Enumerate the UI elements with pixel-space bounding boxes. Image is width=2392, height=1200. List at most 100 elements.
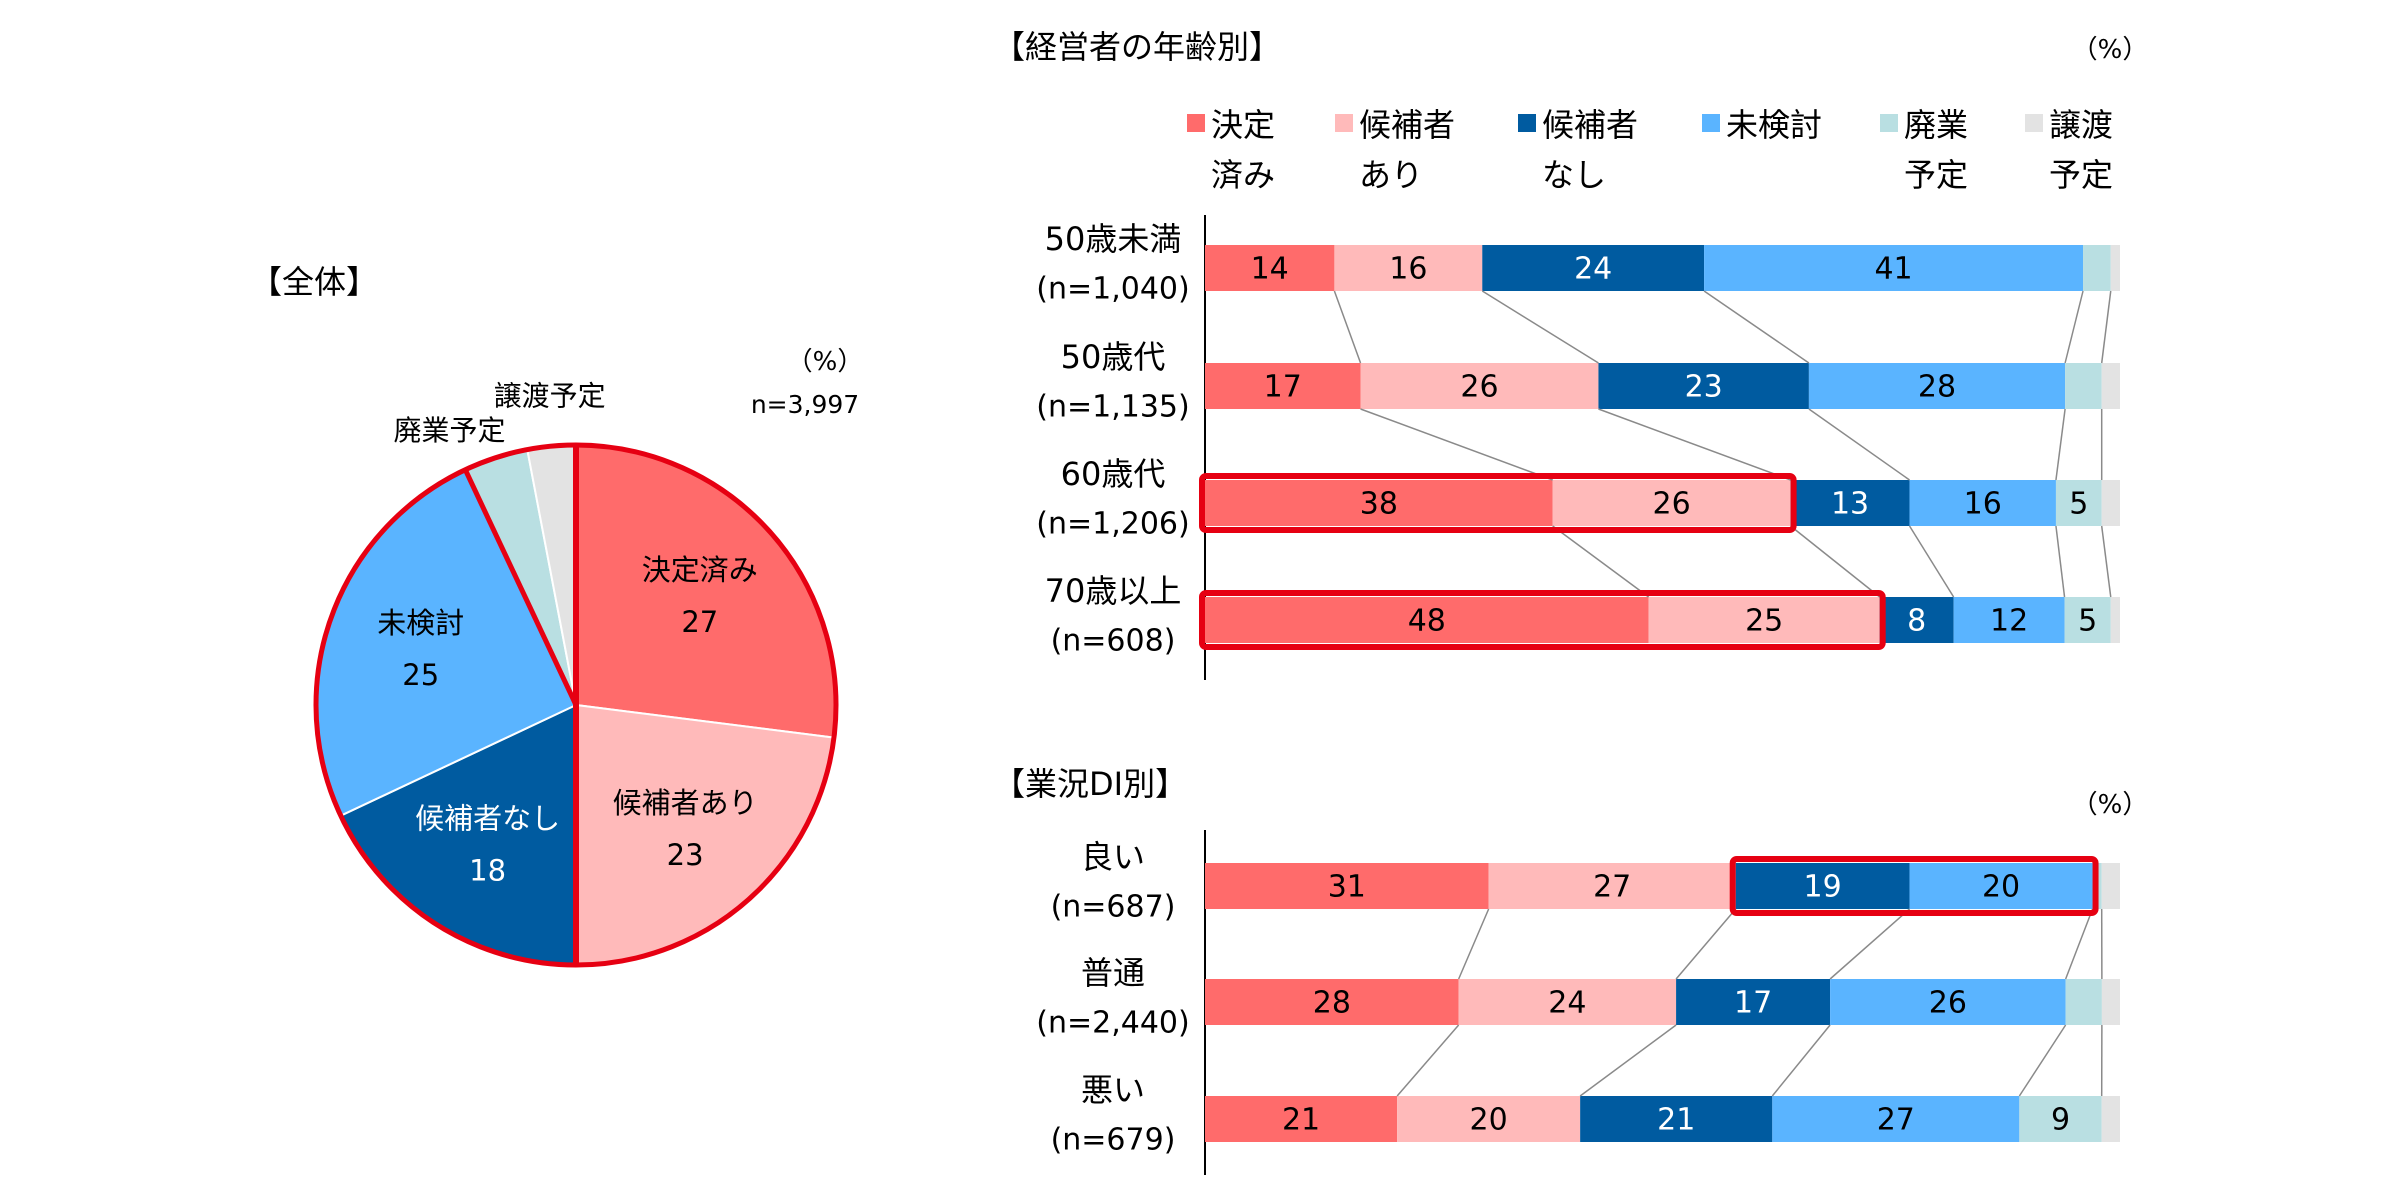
legend-label-has_candidate-1: あり	[1359, 156, 1423, 194]
age-connector-1-0	[1360, 408, 1553, 481]
di-bar-2-no_candidate	[1580, 1096, 1773, 1142]
age-bar-2-decided	[1205, 480, 1553, 526]
pie-value-has_candidate: 23	[667, 838, 704, 872]
age-connector-0-2	[1703, 290, 1810, 364]
age-value-2-closure: 5	[2069, 487, 2088, 522]
age-connector-2-0	[1552, 525, 1650, 598]
age-bar-1-no_candidate	[1598, 363, 1809, 409]
di-bar-0-not_considered	[1909, 863, 2093, 909]
legend-swatch-closure	[1880, 114, 1898, 132]
age-chart-unit: （%）	[2072, 35, 2149, 65]
age-bar-2-transfer	[2101, 480, 2120, 526]
pie-value-decided: 27	[681, 605, 718, 639]
pie-label-decided: 決定済み	[642, 553, 758, 587]
age-value-1-has_candidate: 26	[1460, 370, 1498, 405]
pie-label-closure: 廃業予定	[393, 414, 505, 447]
pie-value-not_considered: 25	[402, 658, 439, 692]
di-bar-0-decided	[1205, 863, 1489, 909]
di-bar-2-closure	[2019, 1096, 2102, 1142]
di-row-n-2: (n=679)	[1051, 1123, 1176, 1158]
age-bar-1-has_candidate	[1360, 363, 1599, 409]
di-connector-0-2	[1829, 908, 1911, 980]
age-value-0-decided: 14	[1251, 252, 1289, 287]
di-value-2-decided: 21	[1282, 1103, 1320, 1138]
legend-swatch-no_candidate	[1518, 114, 1536, 132]
age-connector-2-1	[1790, 525, 1881, 598]
age-bar-3-not_considered	[1953, 597, 2065, 643]
di-row-n-1: (n=2,440)	[1036, 1006, 1189, 1041]
pie-slice-decided	[575, 443, 837, 739]
di-connector-1-0	[1396, 1024, 1460, 1097]
age-value-1-no_candidate: 23	[1685, 370, 1723, 405]
age-bar-3-closure	[2064, 597, 2111, 643]
di-bar-1-not_considered	[1830, 979, 2066, 1025]
di-value-1-no_candidate: 17	[1734, 986, 1772, 1021]
age-connector-2-2	[1908, 525, 1955, 598]
age-value-1-not_considered: 28	[1918, 370, 1956, 405]
age-row-label-2: 60歳代	[1061, 455, 1166, 493]
age-bar-0-no_candidate	[1482, 245, 1705, 291]
age-connector-2-3	[2055, 525, 2066, 598]
age-value-3-has_candidate: 25	[1745, 604, 1783, 639]
pie-label-not_considered: 未検討	[377, 606, 464, 640]
di-bar-1-no_candidate	[1676, 979, 1831, 1025]
di-row-label-2: 悪い	[1081, 1071, 1145, 1109]
age-row-n-1: (n=1,135)	[1036, 390, 1189, 425]
age-value-2-no_candidate: 13	[1831, 487, 1869, 522]
di-value-0-no_candidate: 19	[1804, 870, 1842, 905]
pie-label-transfer: 譲渡予定	[494, 380, 606, 413]
di-value-2-no_candidate: 21	[1657, 1103, 1695, 1138]
age-bar-2-has_candidate	[1552, 480, 1791, 526]
age-value-2-not_considered: 16	[1964, 487, 2002, 522]
age-bar-3-no_candidate	[1879, 597, 1954, 643]
legend-swatch-decided	[1187, 114, 1205, 132]
di-bar-1-has_candidate	[1458, 979, 1677, 1025]
legend-label-transfer-1: 予定	[2049, 156, 2113, 194]
legend-label-not_considered-0: 未検討	[1726, 106, 1822, 144]
legend-label-no_candidate-1: なし	[1542, 156, 1606, 194]
age-bar-1-closure	[2065, 363, 2102, 409]
age-bar-3-has_candidate	[1648, 597, 1880, 643]
age-connector-1-1	[1598, 408, 1791, 481]
di-bar-2-not_considered	[1772, 1096, 2020, 1142]
age-bar-0-decided	[1205, 245, 1335, 291]
age-value-0-not_considered: 41	[1874, 252, 1912, 287]
age-connector-0-3	[2064, 290, 2084, 364]
age-bar-3-decided	[1205, 597, 1649, 643]
pie-label-no_candidate: 候補者なし	[415, 801, 560, 835]
legend-swatch-transfer	[2025, 114, 2043, 132]
age-bar-2-closure	[2055, 480, 2102, 526]
di-value-0-decided: 31	[1328, 870, 1366, 905]
legend-label-closure-1: 予定	[1904, 156, 1968, 194]
age-connector-1-3	[2055, 408, 2066, 481]
age-value-3-not_considered: 12	[1990, 604, 2028, 639]
legend-label-decided-0: 決定	[1211, 106, 1275, 144]
age-bar-1-decided	[1205, 363, 1361, 409]
legend-label-has_candidate-0: 候補者	[1359, 106, 1455, 144]
di-chart-title: 【業況DI別】	[993, 765, 1187, 803]
overall-pie-chart: 【全体】 （%） n=3,997 決定済み 27 候補者あり 23 候補者なし 18 未検討…	[250, 263, 863, 968]
di-bar-0-has_candidate	[1488, 863, 1736, 909]
di-connector-0-3	[2064, 908, 2094, 980]
age-value-2-decided: 38	[1360, 487, 1398, 522]
age-row-n-2: (n=1,206)	[1036, 507, 1189, 542]
pie-highlight-edge-2	[463, 468, 579, 707]
age-bar-3-transfer	[2110, 597, 2120, 643]
di-connector-1-2	[1771, 1024, 1831, 1097]
age-row-label-1: 50歳代	[1061, 338, 1166, 376]
pie-label-has_candidate: 候補者あり	[613, 786, 758, 820]
age-connector-0-4	[2100, 290, 2112, 364]
di-value-0-has_candidate: 27	[1593, 870, 1631, 905]
legend-label-decided-1: 済み	[1211, 156, 1275, 194]
age-value-1-decided: 17	[1264, 370, 1302, 405]
age-value-0-no_candidate: 24	[1574, 252, 1612, 287]
di-value-1-not_considered: 26	[1929, 986, 1967, 1021]
age-bar-0-not_considered	[1704, 245, 2084, 291]
di-connector-1-1	[1579, 1024, 1677, 1097]
di-value-2-closure: 9	[2051, 1103, 2070, 1138]
age-bar-2-not_considered	[1909, 480, 2056, 526]
age-highlight-1	[1199, 590, 1886, 650]
di-bar-2-decided	[1205, 1096, 1398, 1142]
di-value-1-has_candidate: 24	[1548, 986, 1586, 1021]
